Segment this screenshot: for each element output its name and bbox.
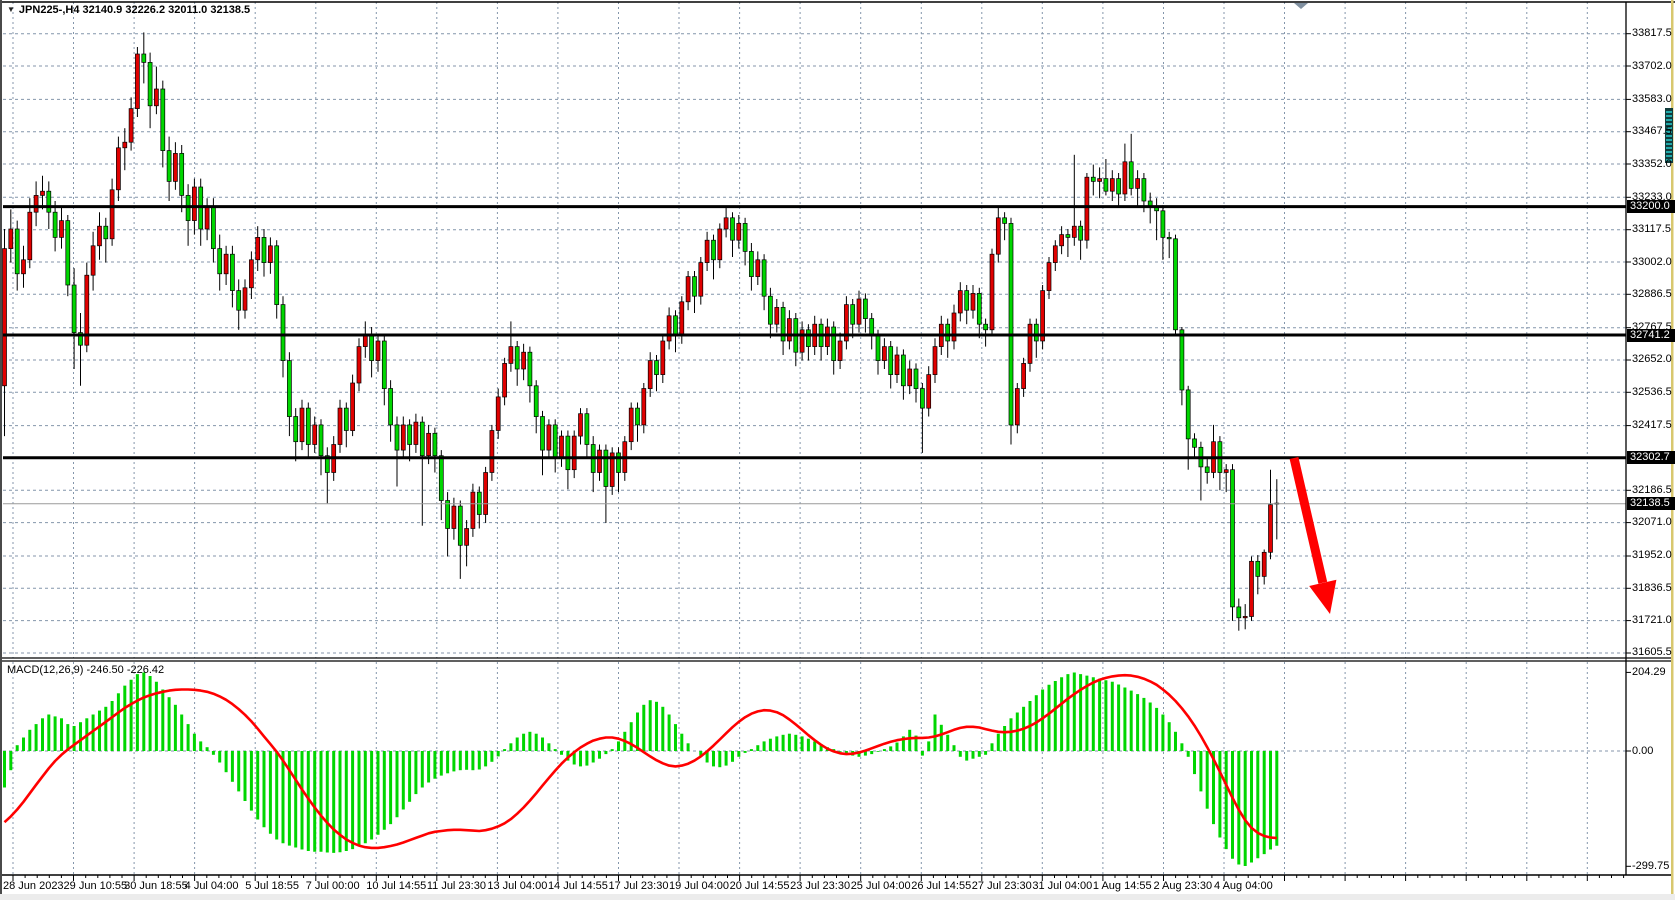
price-axis-label: 33817.5 — [1632, 27, 1672, 40]
price-axis-label: 33352.0 — [1632, 157, 1672, 170]
time-axis-label: 5 Jul 18:55 — [245, 880, 300, 892]
chart-shift-marker-icon — [1294, 3, 1308, 9]
price-axis-label: 31605.5 — [1632, 646, 1672, 659]
price-axis-label: 32886.5 — [1632, 287, 1672, 300]
price-axis-label: 31721.0 — [1632, 614, 1672, 627]
macd-axis-label: 204.29 — [1632, 665, 1666, 678]
time-axis-label: 29 Jun 10:55 — [63, 880, 128, 892]
chart-title-text: JPN225-,H4 32140.9 32226.2 32011.0 32138… — [18, 4, 251, 16]
time-axis-label: 20 Jul 14:55 — [729, 880, 790, 892]
time-axis-label: 1 Aug 14:55 — [1092, 880, 1152, 892]
price-axis-label: 33583.0 — [1632, 92, 1672, 105]
scrollbar-thumb[interactable] — [1665, 108, 1673, 163]
price-axis-label: 32652.0 — [1632, 353, 1672, 366]
down-arrow-annotation[interactable] — [1289, 456, 1337, 614]
time-axis-label: 13 Jul 04:00 — [487, 880, 548, 892]
price-level-badge: 32302.7 — [1627, 451, 1675, 465]
time-axis-label: 4 Aug 04:00 — [1214, 880, 1273, 892]
price-axis-label: 33002.0 — [1632, 255, 1672, 268]
time-axis-label: 27 Jul 23:30 — [971, 880, 1032, 892]
status-strip — [0, 894, 1675, 900]
price-axis-label: 33467.5 — [1632, 125, 1672, 138]
price-axis-label: 32536.5 — [1632, 385, 1672, 398]
time-axis-label: 28 Jun 2023 — [3, 880, 64, 892]
price-level-badge: 33200.0 — [1627, 200, 1675, 214]
time-axis-label: 19 Jul 04:00 — [669, 880, 729, 892]
chart-title: ▼ JPN225-,H4 32140.9 32226.2 32011.0 3213… — [7, 4, 250, 16]
time-axis-label: 10 Jul 14:55 — [366, 880, 427, 892]
time-axis-label: 4 Jul 04:00 — [184, 880, 239, 892]
time-axis-label: 23 Jul 23:30 — [790, 880, 851, 892]
price-axis-label: 32186.5 — [1632, 483, 1672, 496]
price-axis-label: 33702.0 — [1632, 59, 1672, 72]
macd-indicator-label: MACD(12,26,9) -246.50 -226.42 — [7, 664, 165, 676]
price-axis-label: 33117.5 — [1632, 223, 1671, 236]
time-axis-label: 7 Jul 00:00 — [305, 880, 360, 892]
time-axis-label: 30 Jun 18:55 — [124, 880, 188, 892]
price-level-badge: 32741.2 — [1627, 328, 1675, 342]
price-axis-label: 32417.5 — [1632, 419, 1672, 432]
time-axis-label: 31 Jul 04:00 — [1032, 880, 1093, 892]
price-axis-label: 32071.0 — [1632, 516, 1672, 529]
time-axis-label: 2 Aug 23:30 — [1153, 880, 1213, 892]
time-axis-label: 26 Jul 14:55 — [911, 880, 972, 892]
time-axis-label: 11 Jul 23:30 — [426, 880, 486, 892]
time-axis-label: 14 Jul 14:55 — [547, 880, 608, 892]
price-axis-label: 31952.0 — [1632, 549, 1672, 562]
time-axis-label: 25 Jul 04:00 — [850, 880, 911, 892]
price-axis-label: 33233.0 — [1632, 190, 1672, 203]
macd-axis-label: 0.00 — [1632, 744, 1654, 757]
time-axis-label: 17 Jul 23:30 — [608, 880, 669, 892]
symbol-dropdown-icon[interactable]: ▼ — [7, 5, 15, 14]
price-level-badge: 32138.5 — [1627, 497, 1675, 511]
price-axis-label: 31836.5 — [1632, 581, 1672, 594]
macd-axis-label: -299.75 — [1632, 859, 1670, 872]
